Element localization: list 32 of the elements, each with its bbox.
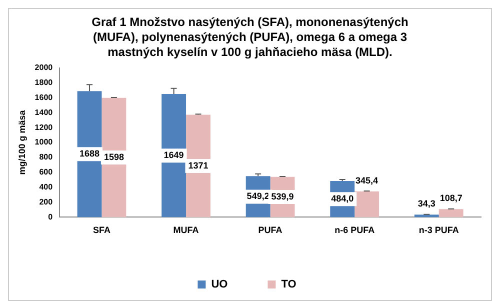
data-label: 345,4 (356, 175, 378, 186)
legend-label: UO (211, 278, 228, 291)
data-label: 1649 (164, 150, 184, 160)
x-tick-label: PUFA (258, 225, 283, 236)
data-label: 484,0 (331, 194, 354, 204)
y-tick-label: 1200 (34, 122, 54, 132)
y-tick-label: 2000 (34, 63, 54, 72)
y-tick-label: 1800 (34, 78, 54, 87)
x-tick-label: SFA (92, 225, 111, 236)
x-tick-label: n-3 PUFA (418, 225, 460, 236)
x-tick-label: n-6 PUFA (334, 225, 376, 236)
y-tick-label: 600 (39, 168, 54, 177)
data-label: 1371 (188, 160, 208, 170)
y-tick-label: 0 (48, 212, 54, 222)
bar (438, 209, 464, 218)
data-label: 108,7 (440, 193, 462, 204)
y-tick-label: 1400 (34, 108, 54, 117)
y-tick-label: 400 (39, 182, 54, 192)
data-label: 539,9 (271, 192, 294, 202)
y-tick-label: 1600 (34, 92, 54, 102)
data-label: 34,3 (418, 198, 436, 209)
y-tick-label: 200 (39, 197, 54, 206)
y-tick-label: 1000 (34, 138, 54, 147)
bar (414, 214, 439, 218)
x-tick-label: MUFA (173, 225, 200, 236)
chart-title: Graf 1 Množstvo nasýtených (SFA), mononenasýtených (MUFA), polynenasýtených (PUFA), omega 6 a omega 3 mastných kyselín v 100 g jahňacieho mäsa (MLD). (90, 14, 410, 60)
data-label: 1688 (80, 148, 100, 159)
data-label: 1598 (104, 152, 124, 162)
legend-label: TO (281, 278, 297, 291)
y-axis-title: mg/100 g mäsa (16, 109, 27, 175)
data-label: 549,2 (246, 191, 270, 202)
y-tick-label: 800 (39, 152, 54, 162)
